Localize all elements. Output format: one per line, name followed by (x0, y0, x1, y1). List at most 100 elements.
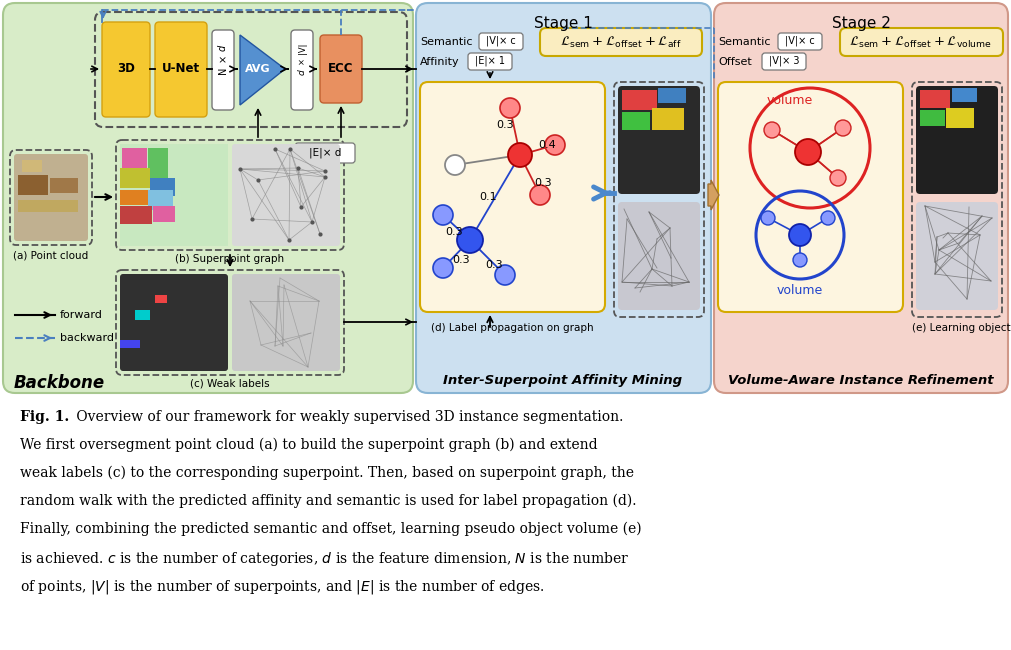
Text: $\mathcal{L}_{\rm sem}+\mathcal{L}_{\rm offset}+\mathcal{L}_{\rm aff}$: $\mathcal{L}_{\rm sem}+\mathcal{L}_{\rm … (560, 34, 681, 49)
Circle shape (835, 120, 851, 136)
FancyBboxPatch shape (212, 30, 234, 110)
Text: We first oversegment point cloud (a) to build the superpoint graph (b) and exten: We first oversegment point cloud (a) to … (20, 438, 598, 452)
FancyBboxPatch shape (479, 33, 523, 50)
Bar (150, 178, 175, 196)
Text: 0.1: 0.1 (479, 192, 496, 202)
Text: U-Net: U-Net (162, 62, 200, 75)
Circle shape (495, 265, 515, 285)
Text: AVG: AVG (246, 64, 271, 74)
FancyBboxPatch shape (762, 53, 806, 70)
Bar (18, 175, 48, 195)
Text: 0.3: 0.3 (452, 255, 470, 265)
Bar (658, 88, 686, 103)
FancyBboxPatch shape (102, 22, 150, 117)
Text: (c) Weak labels: (c) Weak labels (190, 379, 270, 389)
Text: d: d (218, 45, 228, 51)
Text: |V|× c: |V|× c (786, 36, 815, 46)
FancyBboxPatch shape (420, 82, 605, 312)
FancyBboxPatch shape (416, 3, 711, 393)
Text: Finally, combining the predicted semantic and offset, learning pseudo object vol: Finally, combining the predicted semanti… (20, 522, 642, 536)
Text: ×: × (218, 54, 228, 62)
Circle shape (545, 135, 565, 155)
Text: Stage 2: Stage 2 (832, 16, 891, 31)
Bar (120, 206, 152, 224)
Bar (18, 200, 78, 212)
Text: 0.3: 0.3 (485, 260, 502, 270)
Bar (952, 88, 977, 102)
FancyBboxPatch shape (618, 86, 700, 194)
Text: (a) Point cloud: (a) Point cloud (13, 250, 89, 260)
Circle shape (764, 122, 780, 138)
Circle shape (445, 155, 465, 175)
Circle shape (793, 253, 807, 267)
Bar (50, 178, 78, 193)
FancyBboxPatch shape (120, 274, 228, 371)
FancyBboxPatch shape (618, 202, 700, 310)
FancyBboxPatch shape (916, 202, 998, 310)
FancyBboxPatch shape (540, 28, 702, 56)
Text: Fig. 1.: Fig. 1. (20, 410, 69, 424)
FancyBboxPatch shape (718, 82, 903, 312)
Circle shape (500, 98, 520, 118)
Bar (946, 108, 974, 128)
Text: (d) Label propagation on graph: (d) Label propagation on graph (431, 323, 593, 333)
FancyBboxPatch shape (714, 3, 1008, 393)
Text: |V|× c: |V|× c (486, 36, 516, 46)
Circle shape (830, 170, 846, 186)
Bar (120, 144, 228, 246)
Bar (652, 108, 684, 130)
Bar (135, 310, 150, 320)
Bar (920, 110, 945, 126)
Text: Backbone: Backbone (14, 374, 105, 392)
FancyBboxPatch shape (232, 274, 340, 371)
Text: 0.3: 0.3 (534, 178, 552, 188)
Bar (148, 190, 173, 210)
Text: weak labels (c) to the corresponding superpoint. Then, based on superpoint graph: weak labels (c) to the corresponding sup… (20, 466, 634, 480)
Text: 0.3: 0.3 (445, 227, 463, 237)
Bar (153, 206, 175, 222)
Text: 3D: 3D (117, 62, 134, 75)
Bar (120, 340, 140, 348)
Circle shape (530, 185, 550, 205)
Text: 0.4: 0.4 (538, 140, 556, 150)
FancyBboxPatch shape (120, 144, 228, 246)
Text: volume: volume (767, 94, 813, 107)
Text: Semantic: Semantic (718, 37, 770, 47)
Bar (622, 112, 650, 130)
FancyBboxPatch shape (3, 3, 413, 393)
Circle shape (761, 211, 775, 225)
Text: of points, $|V|$ is the number of superpoints, and $|E|$ is the number of edges.: of points, $|V|$ is the number of superp… (20, 578, 545, 596)
Bar (120, 168, 150, 188)
Text: volume: volume (776, 283, 823, 296)
Bar (155, 295, 167, 303)
Text: N: N (218, 66, 228, 73)
Circle shape (821, 211, 835, 225)
Text: |V|× 3: |V|× 3 (768, 56, 800, 66)
Bar (122, 148, 147, 168)
Bar (120, 190, 148, 205)
Text: Volume-Aware Instance Refinement: Volume-Aware Instance Refinement (728, 374, 994, 387)
FancyBboxPatch shape (916, 86, 998, 194)
FancyBboxPatch shape (468, 53, 512, 70)
Circle shape (789, 224, 811, 246)
FancyBboxPatch shape (232, 144, 340, 246)
Text: Semantic: Semantic (420, 37, 472, 47)
Text: d: d (297, 69, 306, 75)
FancyBboxPatch shape (295, 143, 355, 163)
Text: |E|× d: |E|× d (308, 148, 341, 158)
Circle shape (433, 258, 453, 278)
Circle shape (433, 205, 453, 225)
Text: Stage 1: Stage 1 (534, 16, 592, 31)
Text: |E|× 1: |E|× 1 (475, 56, 506, 66)
Circle shape (508, 143, 532, 167)
FancyBboxPatch shape (778, 33, 822, 50)
Text: 0.3: 0.3 (496, 120, 514, 130)
Text: Inter-Superpoint Affinity Mining: Inter-Superpoint Affinity Mining (444, 374, 682, 387)
Text: ×: × (297, 57, 306, 64)
FancyBboxPatch shape (291, 30, 313, 110)
FancyArrow shape (708, 180, 719, 210)
Text: backward: backward (60, 333, 114, 343)
Text: Offset: Offset (718, 57, 752, 67)
Text: (e) Learning object volume: (e) Learning object volume (912, 323, 1011, 333)
Polygon shape (240, 35, 285, 105)
